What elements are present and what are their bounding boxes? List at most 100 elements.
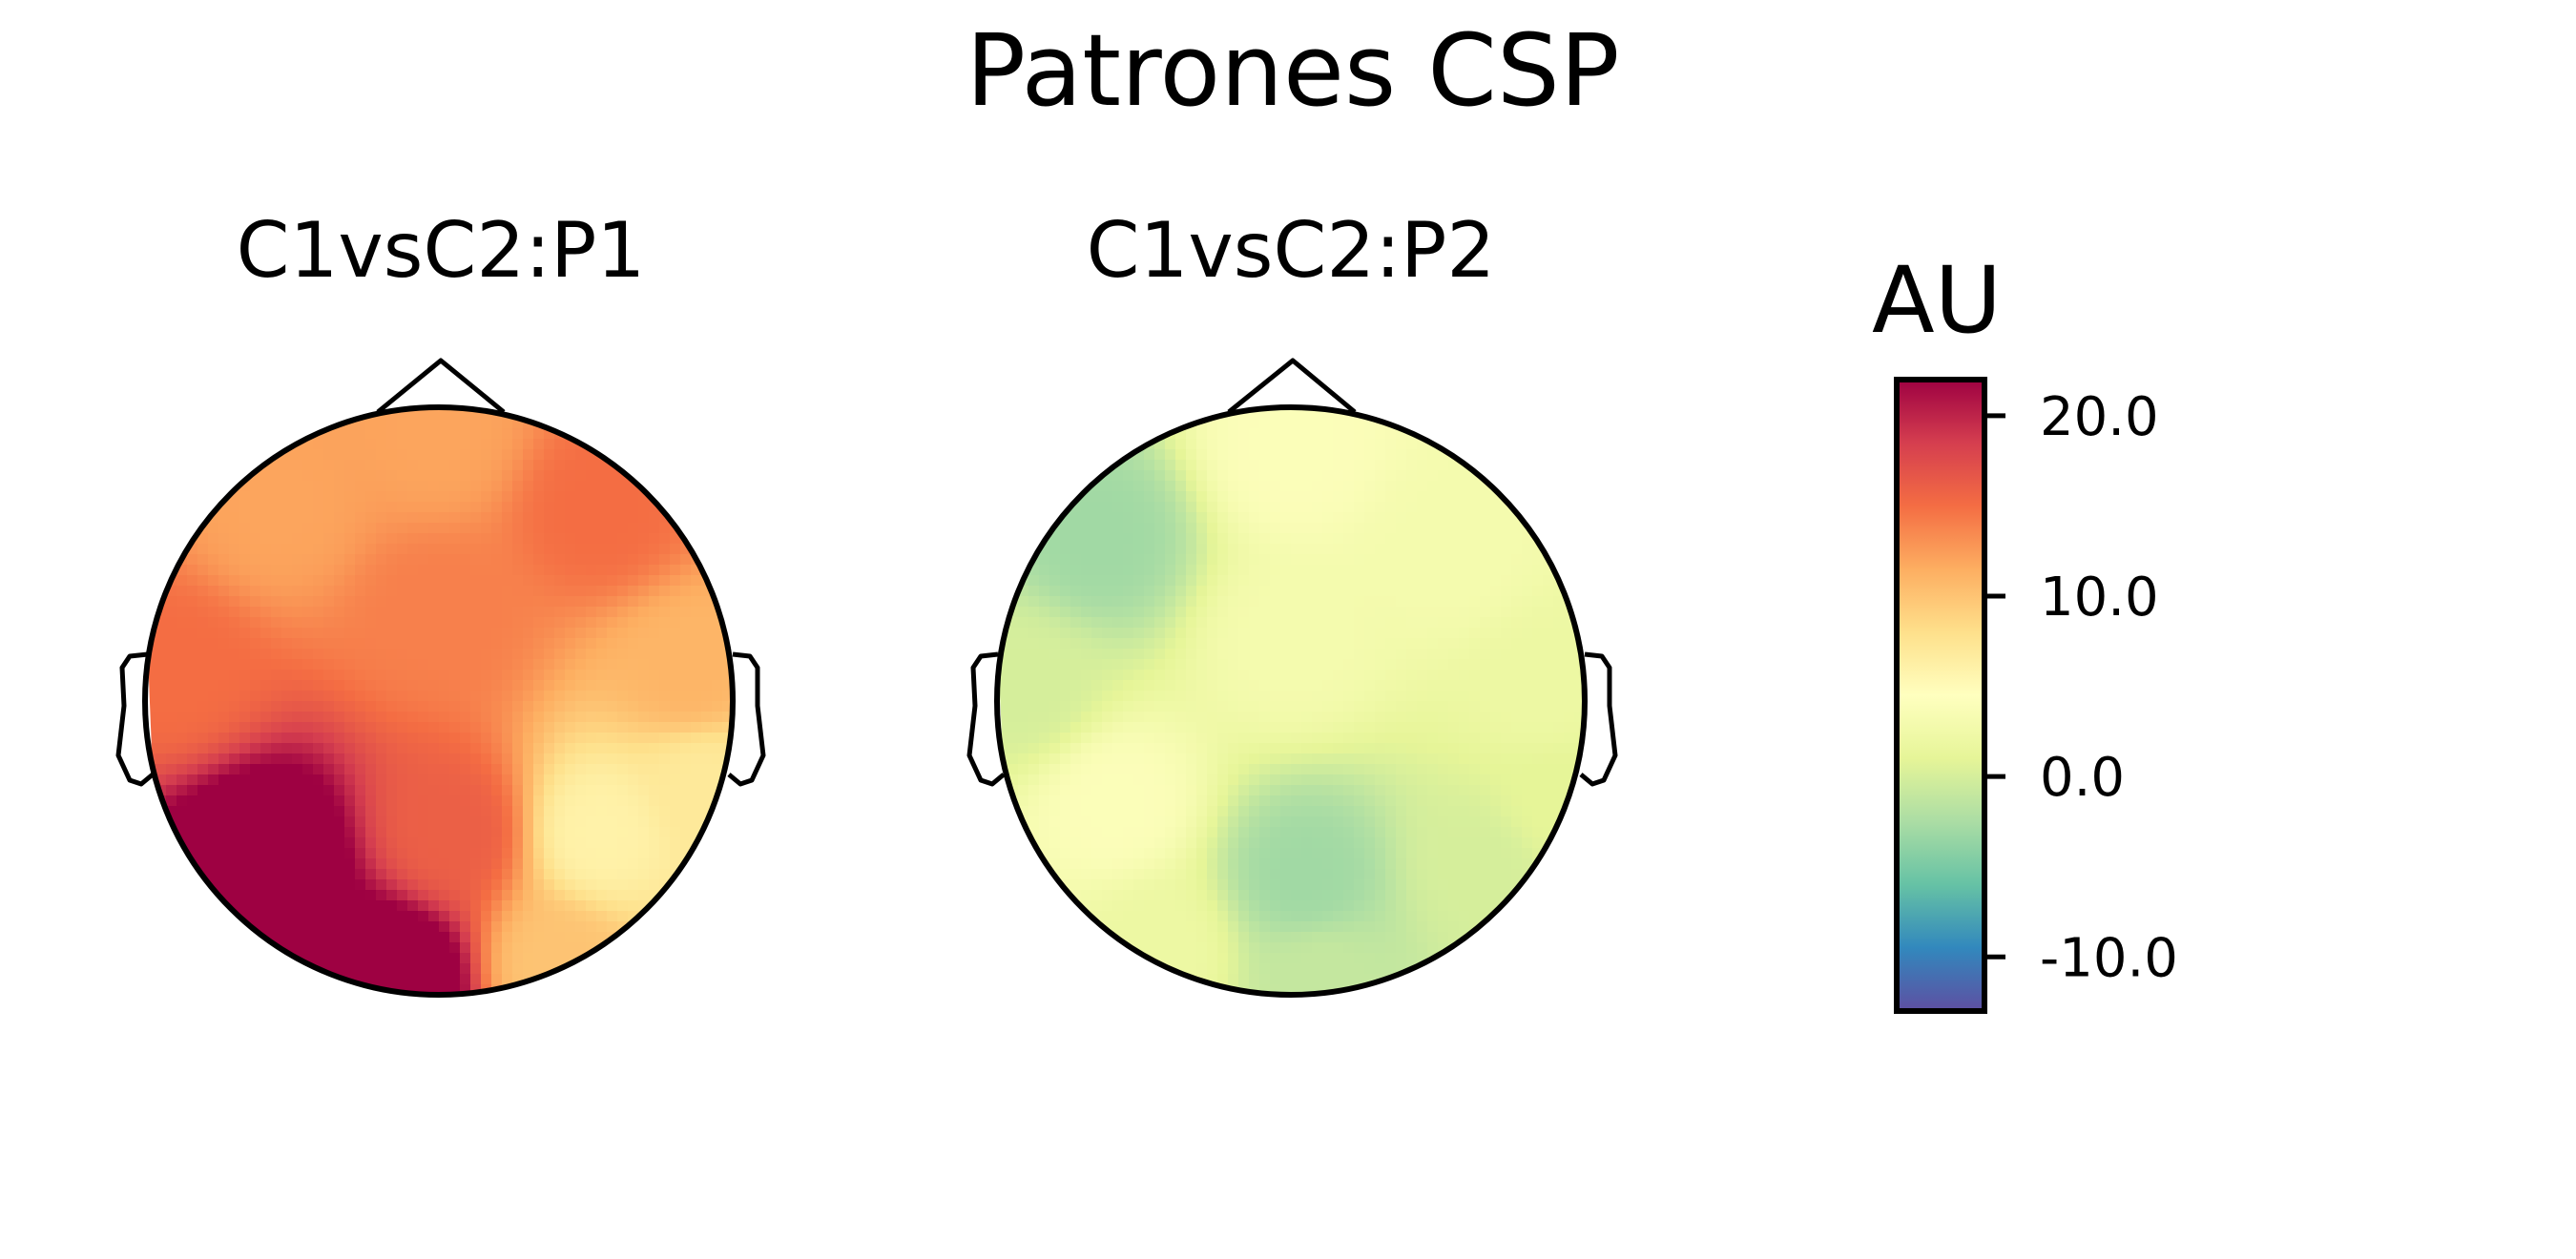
heatmap-cell [239,753,251,765]
heatmap-cell [1144,523,1155,534]
heatmap-cell [218,795,230,807]
heatmap-cell [512,691,524,702]
heatmap-cell [1375,460,1386,471]
heatmap-cell [997,722,1008,733]
heatmap-cell [1165,523,1176,534]
heatmap-cell [1406,575,1418,587]
heatmap-cell [187,774,198,786]
heatmap-cell [166,554,177,566]
heatmap-cell [1280,806,1292,817]
heatmap-cell [1459,827,1470,838]
heatmap-cell [1396,449,1407,461]
heatmap-cell [449,575,461,587]
heatmap-cell [1112,837,1124,849]
heatmap-cell [439,523,450,534]
heatmap-cell [596,911,608,922]
heatmap-cell [1259,638,1271,650]
heatmap-cell [397,795,408,807]
heatmap-cell [628,596,639,608]
heatmap-cell [1301,502,1313,513]
heatmap-cell [554,900,566,912]
heatmap-cell [386,858,398,870]
heatmap-cell [292,628,303,639]
heatmap-cell [1228,879,1239,891]
heatmap-cell [376,869,387,880]
heatmap-cell [691,764,702,775]
heatmap-cell [649,649,660,660]
heatmap-cell [701,586,713,597]
heatmap-cell [575,638,587,650]
heatmap-cell [701,712,713,723]
heatmap-cell [1522,596,1533,608]
heatmap-cell [376,953,387,964]
heatmap-cell [1207,617,1218,629]
heatmap-cell [386,670,398,681]
heatmap-cell [1175,680,1187,691]
heatmap-cell [659,533,671,545]
heatmap-cell [544,837,555,849]
heatmap-cell [1154,869,1166,880]
heatmap-cell [1385,900,1397,912]
heatmap-cell [1238,428,1250,440]
heatmap-cell [1091,596,1103,608]
heatmap-cell [470,470,482,482]
heatmap-cell [1039,680,1050,691]
heatmap-cell [302,596,314,608]
heatmap-cell [386,879,398,891]
heatmap-cell [355,753,366,765]
heatmap-cell [1417,827,1428,838]
heatmap-cell [323,827,335,838]
heatmap-cell [1008,816,1019,828]
heatmap-cell [1291,827,1302,838]
heatmap-cell [439,984,450,995]
heatmap-cell [1018,607,1029,618]
heatmap-cell [470,607,482,618]
heatmap-cell [177,753,188,765]
heatmap-cell [177,670,188,681]
heatmap-cell [523,953,534,964]
heatmap-cell [1175,439,1187,450]
heatmap-cell [1144,544,1155,555]
heatmap-cell [1008,617,1019,629]
heatmap-cell [156,701,167,712]
heatmap-cell [659,774,671,786]
heatmap-cell [1238,512,1250,524]
heatmap-cell [1028,753,1040,765]
heatmap-cell [208,753,219,765]
heatmap-cell [239,785,251,796]
heatmap-cell [344,407,356,419]
heatmap-cell [638,491,650,503]
heatmap-cell [407,764,419,775]
heatmap-cell [1312,837,1323,849]
heatmap-cell [1532,649,1544,660]
heatmap-cell [554,701,566,712]
heatmap-cell [565,858,576,870]
heatmap-cell [523,691,534,702]
heatmap-cell [166,712,177,723]
heatmap-cell [1039,743,1050,754]
heatmap-cell [1469,481,1481,492]
heatmap-cell [239,900,251,912]
heatmap-cell [218,659,230,671]
heatmap-cell [586,512,597,524]
heatmap-cell [470,512,482,524]
heatmap-cell [1564,628,1575,639]
heatmap-cell [659,491,671,503]
heatmap-cell [1343,722,1355,733]
heatmap-cell [691,806,702,817]
heatmap-cell [229,774,240,786]
heatmap-cell [1259,554,1271,566]
heatmap-cell [208,691,219,702]
heatmap-cell [1102,722,1113,733]
heatmap-cell [344,816,356,828]
heatmap-cell [1364,753,1376,765]
heatmap-cell [1322,596,1334,608]
heatmap-cell [1070,638,1082,650]
heatmap-cell [1154,795,1166,807]
heatmap-cell [1175,848,1187,859]
heatmap-cell [1280,837,1292,849]
heatmap-cell [187,638,198,650]
heatmap-cell [1091,491,1103,503]
heatmap-cell [1280,491,1292,503]
heatmap-cell [1312,659,1323,671]
